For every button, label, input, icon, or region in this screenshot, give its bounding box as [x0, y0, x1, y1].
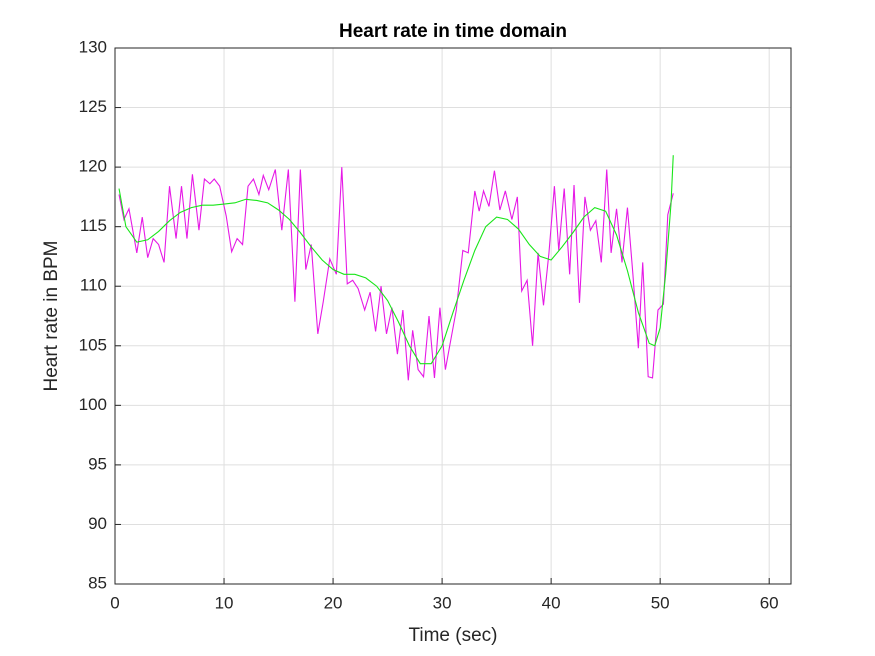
x-tick-label: 0	[110, 593, 119, 612]
x-tick-label: 40	[542, 593, 561, 612]
x-axis-label: Time (sec)	[408, 625, 497, 646]
y-axis-label: Heart rate in BPM	[41, 241, 62, 392]
plot-frame	[114, 47, 792, 585]
x-tick-label: 60	[760, 593, 779, 612]
y-tick-label: 85	[88, 573, 107, 592]
y-tick-label: 90	[88, 514, 107, 533]
chart-title: Heart rate in time domain	[339, 21, 567, 42]
x-tick-label: 30	[433, 593, 452, 612]
y-tick-label: 120	[79, 157, 107, 176]
data-line	[118, 167, 674, 381]
x-tick-label: 10	[215, 593, 234, 612]
plot-area	[115, 48, 791, 584]
y-tick-label: 125	[79, 97, 107, 116]
y-tick-label: 105	[79, 335, 107, 354]
x-tick-label: 20	[324, 593, 343, 612]
y-tick-label: 115	[80, 216, 107, 235]
y-tick-label: 110	[80, 276, 107, 295]
y-tick-label: 130	[79, 37, 107, 56]
x-tick-label: 50	[651, 593, 670, 612]
data-line	[118, 155, 674, 365]
y-tick-label: 100	[79, 395, 107, 414]
y-tick-label: 95	[88, 454, 107, 473]
